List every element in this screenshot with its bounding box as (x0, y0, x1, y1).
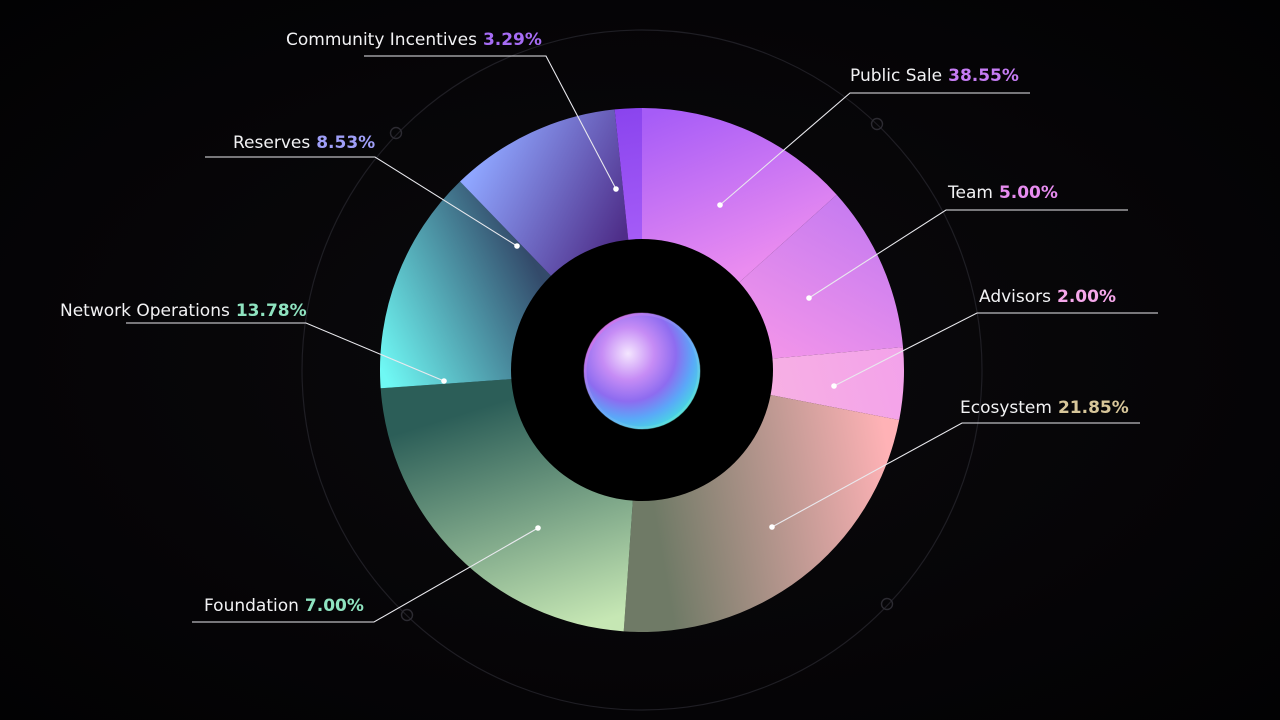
slice-foundation (380, 378, 634, 632)
label-foundation: Foundation 7.00% (204, 596, 364, 616)
slice-reserves (459, 109, 629, 278)
leader-line-network-operations (126, 322, 445, 382)
leader-dot-community-incentives (613, 186, 619, 192)
leader-line-ecosystem (771, 422, 1140, 528)
slice-ecosystem (623, 394, 900, 632)
label-ecosystem: Ecosystem 21.85% (960, 398, 1129, 418)
leader-dot-ecosystem (769, 524, 775, 530)
slice-labels: Public Sale 38.55% Team 5.00% Advisors 2.00… (60, 30, 1129, 616)
leader-line-reserves (205, 156, 518, 247)
ring-marker (400, 608, 414, 622)
slice-community-incentives (614, 108, 642, 242)
slice-team (737, 194, 904, 359)
leader-line-foundation (192, 527, 539, 623)
ring-marker (880, 597, 894, 611)
leader-dot-team (806, 295, 812, 301)
label-reserves: Reserves 8.53% (233, 133, 375, 153)
slice-network-operations (380, 181, 553, 389)
ring-marker (389, 126, 403, 140)
label-advisors: Advisors 2.00% (979, 287, 1116, 307)
slice-public-sale (642, 108, 837, 284)
pie-slices (380, 108, 904, 632)
leader-line-team (808, 209, 1128, 299)
leader-line-advisors (833, 312, 1158, 387)
leader-dot-foundation (535, 525, 541, 531)
slice-leader-lines (126, 55, 1158, 623)
slice-advisors (768, 347, 904, 420)
leader-dot-reserves (514, 243, 520, 249)
leader-dot-advisors (831, 383, 837, 389)
center-orb (583, 312, 701, 430)
leader-line-community-incentives (364, 55, 617, 190)
label-network-operations: Network Operations 13.78% (60, 301, 307, 321)
outer-ring (301, 29, 983, 711)
label-public-sale: Public Sale 38.55% (850, 66, 1019, 86)
leader-dot-network-operations (441, 378, 447, 384)
label-team: Team 5.00% (947, 183, 1058, 203)
leader-line-public-sale (719, 92, 1030, 206)
ring-markers (389, 117, 894, 622)
label-community-incentives: Community Incentives 3.29% (286, 30, 542, 50)
ring-marker (870, 117, 884, 131)
leader-dot-public-sale (717, 202, 723, 208)
